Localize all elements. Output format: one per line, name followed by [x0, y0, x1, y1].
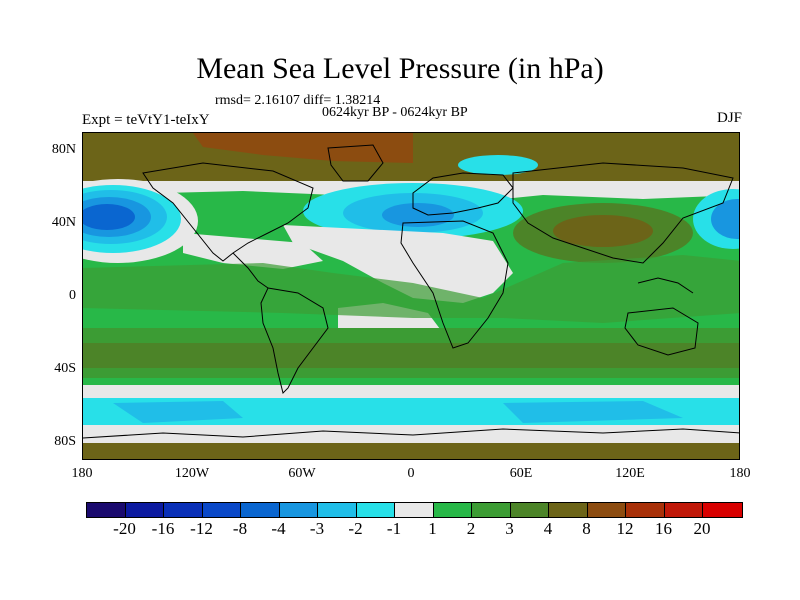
coast-australia — [624, 307, 699, 356]
coast-central-america — [232, 252, 269, 289]
coast-north-america — [142, 162, 314, 262]
colorbar-label: 1 — [428, 519, 437, 538]
colorbar-label: 16 — [655, 519, 672, 538]
coast-greenland — [327, 144, 384, 182]
coast-south-america — [260, 287, 329, 394]
x-tick-0: 0 — [407, 466, 415, 481]
colorbar-label: 4 — [543, 519, 553, 538]
y-tick-40n: 40N — [51, 215, 76, 230]
y-tick-0: 0 — [69, 288, 76, 303]
colorbar-swatch — [703, 503, 742, 517]
colorbar-label: -20 — [113, 519, 136, 538]
colorbar-label: -4 — [271, 519, 286, 538]
pressure-map — [82, 132, 740, 460]
coast-africa — [400, 220, 509, 349]
period-line: 0624kyr BP - 0624kyr BP — [322, 105, 468, 120]
field-arctic-dark — [193, 133, 413, 163]
field-natl-low-3 — [382, 203, 454, 227]
colorbar-swatch — [510, 503, 549, 517]
x-tick-120w: 120W — [174, 466, 210, 481]
field-npac-low-5 — [83, 204, 135, 230]
y-tick-80s: 80S — [54, 434, 76, 449]
chart-title: Mean Sea Level Pressure (in hPa) — [196, 52, 604, 85]
y-tick-40s: 40S — [54, 361, 76, 376]
y-tick-80n: 80N — [51, 142, 76, 157]
colorbar-swatch — [587, 503, 626, 517]
colorbar-label: -8 — [232, 519, 248, 538]
colorbar-label: 12 — [616, 519, 634, 538]
colorbar-label: -3 — [309, 519, 325, 538]
colorbar-label: 2 — [466, 519, 476, 538]
colorbar-swatch — [395, 503, 434, 517]
colorbar-label: 20 — [693, 519, 711, 538]
colorbar-swatch — [549, 503, 588, 517]
coastlines — [83, 144, 739, 439]
colorbar-swatch — [433, 503, 472, 517]
colorbar-swatch — [472, 503, 511, 517]
colorbar-label: 3 — [505, 519, 514, 538]
field-atl-light — [283, 225, 513, 303]
season-label: DJF — [716, 110, 742, 126]
colorbar-swatch — [125, 503, 164, 517]
colorbar-swatch — [664, 503, 703, 517]
colorbar-label: -16 — [151, 519, 175, 538]
colorbar-swatch — [279, 503, 318, 517]
experiment-label: Expt = teVtY1-teIxY — [82, 112, 210, 128]
colorbar-swatch — [318, 503, 357, 517]
coast-europe — [412, 172, 514, 216]
field-antarctic-light — [83, 425, 739, 443]
x-tick-60w: 60W — [288, 466, 316, 481]
field-so-cyan-dark — [113, 401, 683, 423]
colorbar-swatch — [356, 503, 395, 517]
field-tropics-dark — [83, 255, 739, 323]
colorbar-swatch — [202, 503, 241, 517]
x-tick-60e: 60E — [509, 466, 533, 481]
map-canvas — [83, 133, 739, 459]
field-pac-light — [183, 233, 323, 269]
colorbar-swatch — [164, 503, 203, 517]
coast-asia — [512, 162, 734, 264]
colorbar-swatch — [241, 503, 280, 517]
colorbar-label: -1 — [386, 519, 402, 538]
colorbar-label: -12 — [190, 519, 213, 538]
coast-antarctica — [83, 428, 739, 439]
colorbar-label: 8 — [582, 519, 591, 538]
field-asia-high-2 — [553, 215, 653, 247]
colorbar-label: -2 — [348, 519, 363, 538]
coast-maritime — [637, 277, 694, 294]
x-tick-180w: 180 — [71, 466, 93, 481]
field-arctic-low — [458, 155, 538, 175]
x-tick-180e: 180 — [729, 466, 751, 481]
colorbar — [86, 502, 743, 518]
x-tick-120e: 120E — [615, 466, 645, 481]
field-antarctic-brown — [83, 443, 739, 459]
colorbar-swatch — [626, 503, 665, 517]
field-south-band-2 — [83, 343, 739, 368]
field-npac-low-7 — [711, 199, 739, 239]
colorbar-swatch — [87, 503, 126, 517]
stats-line: rmsd= 2.16107 diff= 1.38214 — [215, 93, 381, 108]
